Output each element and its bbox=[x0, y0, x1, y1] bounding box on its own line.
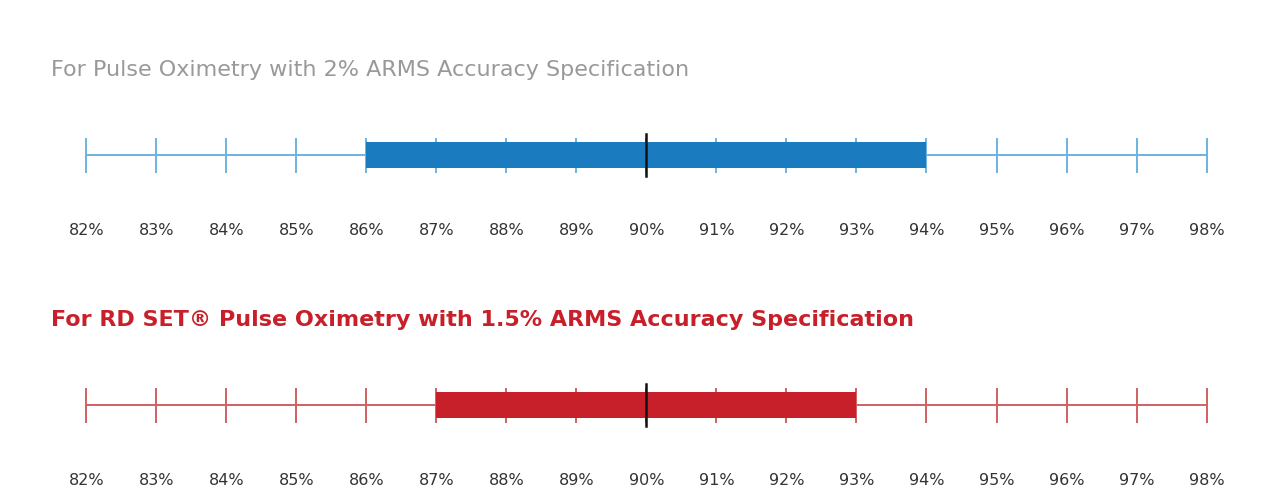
Text: For Pulse Oximetry with 2% ARMS Accuracy Specification: For Pulse Oximetry with 2% ARMS Accuracy… bbox=[51, 60, 690, 80]
Text: For RD SET® Pulse Oximetry with 1.5% ARMS Accuracy Specification: For RD SET® Pulse Oximetry with 1.5% ARM… bbox=[51, 310, 914, 330]
Bar bbox=[436, 392, 856, 418]
Bar bbox=[366, 142, 927, 168]
